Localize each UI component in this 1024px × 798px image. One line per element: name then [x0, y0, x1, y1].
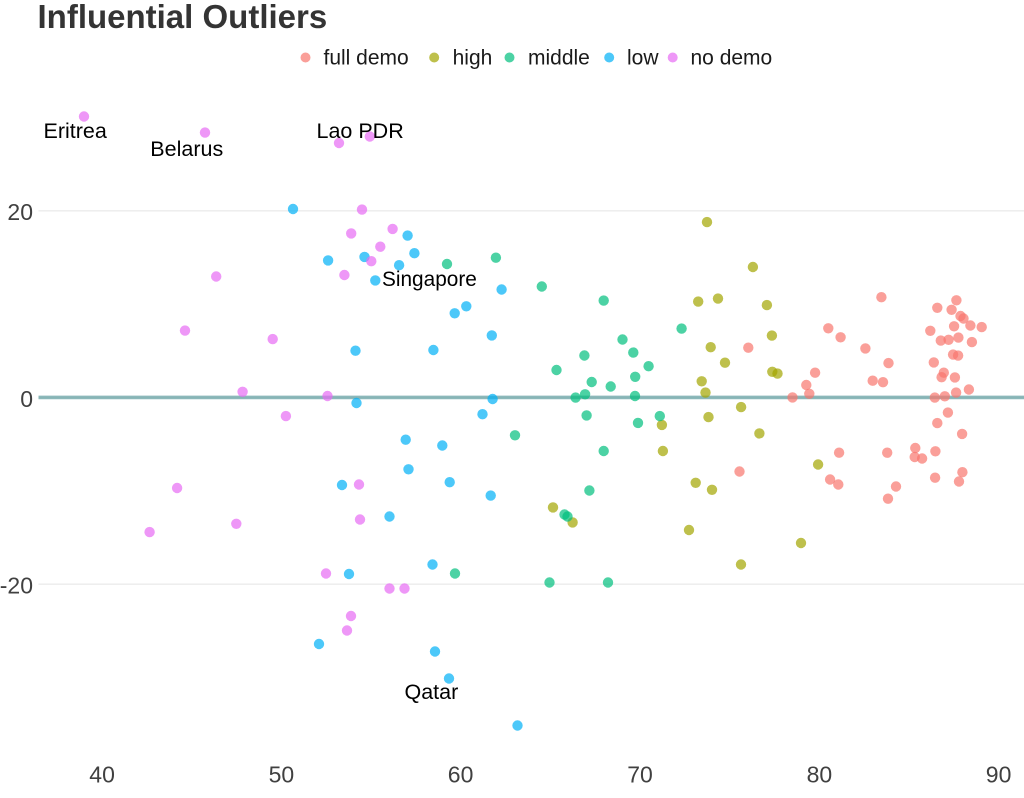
svg-text:full demo: full demo [324, 47, 409, 70]
svg-text:-20: -20 [0, 573, 33, 599]
svg-text:Eritrea: Eritrea [44, 119, 107, 143]
svg-text:Singapore: Singapore [382, 268, 477, 291]
svg-text:80: 80 [807, 762, 833, 788]
svg-text:Influential Outliers: Influential Outliers [38, 0, 328, 35]
svg-text:70: 70 [627, 762, 653, 788]
svg-text:0: 0 [20, 386, 33, 412]
svg-text:low: low [627, 47, 659, 70]
svg-text:high: high [453, 47, 493, 70]
svg-text:50: 50 [269, 762, 295, 788]
svg-text:20: 20 [7, 199, 33, 225]
svg-text:no demo: no demo [691, 47, 773, 70]
svg-text:40: 40 [89, 762, 115, 788]
svg-text:60: 60 [448, 762, 474, 788]
svg-text:middle: middle [528, 47, 590, 70]
svg-text:90: 90 [986, 762, 1012, 788]
svg-text:Lao PDR: Lao PDR [317, 119, 404, 143]
svg-text:Qatar: Qatar [405, 680, 459, 704]
svg-text:Belarus: Belarus [150, 137, 223, 161]
